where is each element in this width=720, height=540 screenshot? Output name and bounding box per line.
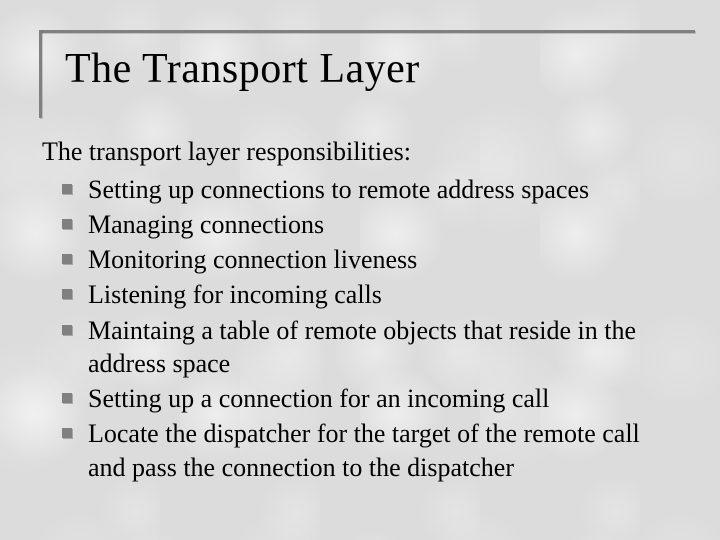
slide-title: The Transport Layer — [65, 45, 420, 93]
slide: The Transport Layer The transport layer … — [0, 0, 720, 540]
list-item: Setting up a connection for an incoming … — [42, 382, 682, 415]
list-item: Managing connections — [42, 208, 682, 241]
list-item: Setting up connections to remote address… — [42, 173, 682, 206]
bullet-list: Setting up connections to remote address… — [42, 173, 682, 484]
accent-line-top — [39, 30, 695, 33]
list-item: Locate the dispatcher for the target of … — [42, 417, 682, 484]
list-item: Monitoring connection liveness — [42, 243, 682, 276]
list-item: Listening for incoming calls — [42, 278, 682, 311]
slide-body: The transport layer responsibilities: Se… — [42, 136, 682, 486]
intro-text: The transport layer responsibilities: — [42, 136, 682, 169]
accent-line-left — [39, 30, 42, 118]
list-item: Maintaing a table of remote objects that… — [42, 314, 682, 381]
